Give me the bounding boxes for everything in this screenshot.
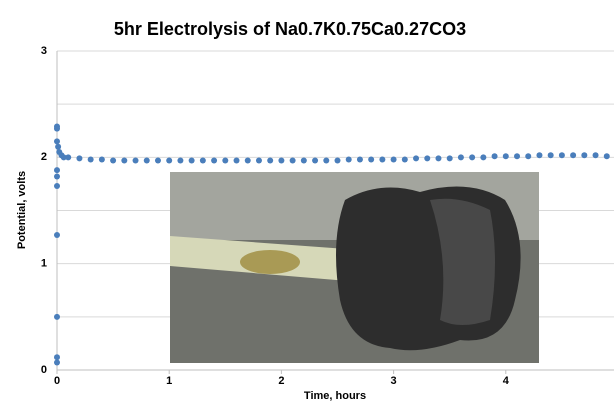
data-point [592,152,599,159]
data-point [356,156,363,163]
data-point [435,155,442,162]
data-point [222,157,229,164]
data-point [76,155,83,162]
y-tick-label: 2 [41,151,47,163]
y-tick-label: 1 [41,258,47,270]
data-point [60,154,67,161]
data-point [54,183,60,190]
y-tick-label: 3 [41,45,47,57]
data-point [603,153,610,160]
data-point [390,156,397,163]
data-point [54,231,60,238]
data-point [110,157,117,164]
data-point [368,156,375,163]
data-point [536,152,543,159]
data-point [211,157,218,164]
data-point [132,157,139,164]
data-point [54,359,60,366]
data-point [446,155,453,162]
data-point [54,354,60,361]
data-point [267,157,274,164]
data-point [54,138,60,145]
data-point [570,152,577,159]
data-point [121,157,128,164]
data-point [255,157,262,164]
data-point [177,157,184,164]
data-point [65,154,72,161]
data-point [469,154,476,161]
data-point [491,153,498,160]
photo-deposit-highlight [430,198,495,325]
data-point [514,153,521,160]
data-point [54,173,60,180]
data-point [558,152,565,159]
data-point [233,157,240,164]
y-axis-label: Potential, volts [16,171,28,249]
data-point [87,156,94,163]
y-tick-label: 0 [41,364,47,376]
data-point [502,153,509,160]
data-point [166,157,173,164]
data-point [188,157,195,164]
data-point [323,157,330,164]
x-axis-label: Time, hours [304,390,366,402]
data-point [199,157,206,164]
data-point [547,152,554,159]
data-point [54,125,60,132]
data-point [401,156,408,163]
x-tick-label: 0 [54,375,60,387]
data-point [345,156,352,163]
data-point [143,157,150,164]
data-point [300,157,307,164]
data-point [154,157,161,164]
data-point [98,156,105,163]
x-tick-label: 2 [278,375,284,387]
chart-title: 5hr Electrolysis of Na0.7K0.75Ca0.27CO3 [114,19,466,39]
data-point [424,155,431,162]
data-point [54,167,60,174]
data-point [54,313,60,320]
x-tick-label: 4 [503,375,510,387]
data-point [379,156,386,163]
inset-photo [170,172,539,363]
data-point [525,153,532,160]
photo-stain [240,250,300,274]
data-point [289,157,296,164]
data-point [457,154,464,161]
data-point [244,157,251,164]
data-point [278,157,285,164]
data-point [413,155,420,162]
data-point [312,157,319,164]
data-point [55,143,62,150]
x-tick-label: 3 [391,375,397,387]
x-tick-label: 1 [166,375,172,387]
data-point [480,154,487,161]
data-point [334,157,341,164]
data-point [581,152,588,159]
